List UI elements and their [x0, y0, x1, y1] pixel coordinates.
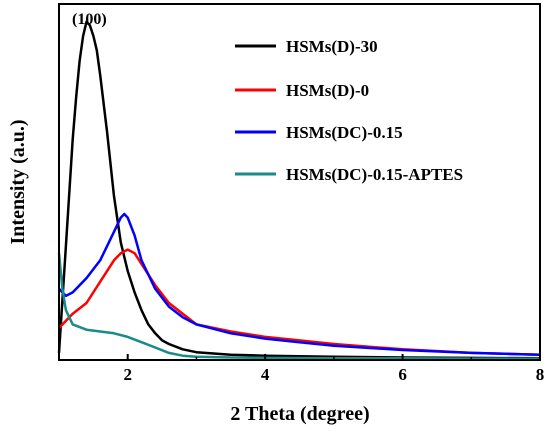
x-tick-label-6: 6: [398, 365, 407, 384]
legend-label-3: HSMs(DC)-0.15: [286, 123, 403, 142]
series-line-1: [57, 20, 541, 360]
x-tick-label-4: 4: [261, 365, 270, 384]
legend: HSMs(D)-30 HSMs(D)-0 HSMs(DC)-0.15 HSMs(DC)…: [235, 37, 463, 184]
x-tick-label-2: 2: [123, 365, 132, 384]
series-line-2: [58, 248, 541, 356]
series-layer: [57, 20, 541, 360]
plot-frame: [58, 3, 541, 361]
ticks-layer: 2 4 6 8: [58, 354, 545, 384]
series-line-3: [58, 212, 541, 356]
y-axis-label: Intensity (a.u.): [7, 119, 29, 244]
x-axis-label: 2 Theta (degree): [230, 403, 369, 425]
x-tick-label-8: 8: [536, 365, 545, 384]
legend-label-2: HSMs(D)-0: [286, 81, 369, 100]
legend-label-1: HSMs(D)-30: [286, 37, 378, 56]
legend-label-4: HSMs(DC)-0.15-APTES: [286, 165, 463, 184]
peak-annotation: (100): [72, 11, 107, 28]
